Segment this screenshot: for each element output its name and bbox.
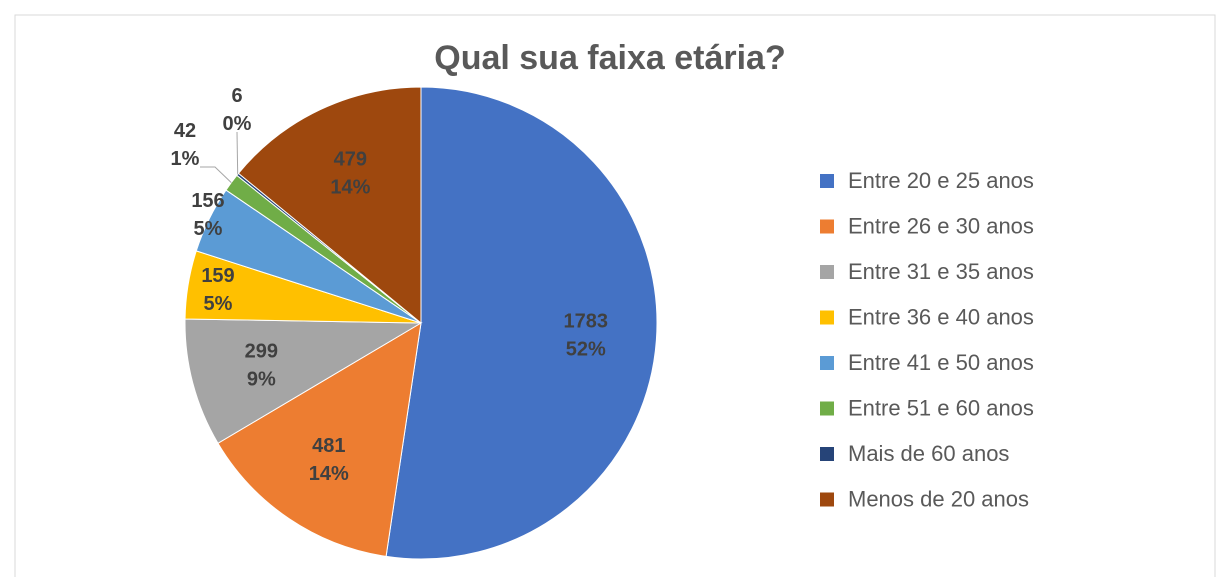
data-label-value: 299 bbox=[245, 341, 278, 363]
legend-label: Entre 51 e 60 anos bbox=[848, 395, 1034, 420]
data-label: 299 9% bbox=[245, 341, 278, 391]
legend-swatch bbox=[820, 492, 834, 507]
data-label-percent: 5% bbox=[194, 218, 223, 240]
data-label: 479 14% bbox=[330, 149, 370, 199]
leader-line bbox=[200, 166, 232, 183]
data-label-percent: 1% bbox=[171, 148, 200, 170]
data-label: 1783 52% bbox=[563, 311, 608, 361]
legend-label: Entre 26 e 30 anos bbox=[848, 213, 1034, 238]
leader-line bbox=[236, 131, 239, 175]
legend-swatch bbox=[820, 356, 834, 370]
legend-swatch bbox=[820, 219, 834, 234]
legend-label: Menos de 20 anos bbox=[848, 486, 1029, 511]
data-label: 6 0% bbox=[223, 85, 252, 135]
pie-slice bbox=[385, 86, 658, 560]
legend-label: Entre 20 e 25 anos bbox=[848, 168, 1034, 193]
legend-swatch bbox=[820, 265, 834, 279]
legend-label: Entre 36 e 40 anos bbox=[848, 304, 1034, 329]
legend-swatch bbox=[820, 401, 834, 416]
data-label-percent: 9% bbox=[247, 369, 276, 391]
data-label-value: 42 bbox=[174, 120, 196, 142]
legend-swatch bbox=[820, 174, 834, 188]
data-label-percent: 14% bbox=[330, 177, 370, 199]
data-label: 481 14% bbox=[309, 435, 349, 485]
pie-slice bbox=[184, 318, 423, 444]
data-label: 159 5% bbox=[201, 265, 234, 315]
legend-label: Entre 41 e 50 anos bbox=[848, 350, 1034, 375]
pie-slice bbox=[217, 322, 422, 557]
pie-slice bbox=[237, 86, 422, 325]
data-label-percent: 52% bbox=[566, 339, 606, 361]
data-label-value: 6 bbox=[231, 85, 242, 107]
data-label-percent: 0% bbox=[223, 113, 252, 135]
data-label-value: 481 bbox=[312, 435, 345, 457]
data-label-value: 1783 bbox=[563, 311, 608, 333]
chart-title: Qual sua faixa etária? bbox=[434, 39, 786, 77]
data-label: 42 1% bbox=[171, 120, 200, 170]
legend-label: Entre 31 e 35 anos bbox=[848, 259, 1034, 284]
data-label-value: 156 bbox=[191, 190, 224, 212]
legend-swatch bbox=[820, 447, 834, 461]
data-label-percent: 14% bbox=[309, 463, 349, 485]
data-label-percent: 5% bbox=[204, 293, 233, 315]
legend-label: Mais de 60 anos bbox=[848, 441, 1009, 466]
data-label: 156 5% bbox=[191, 190, 224, 240]
legend-swatch bbox=[820, 310, 834, 325]
data-label-value: 159 bbox=[201, 265, 234, 287]
data-label-value: 479 bbox=[334, 149, 367, 171]
